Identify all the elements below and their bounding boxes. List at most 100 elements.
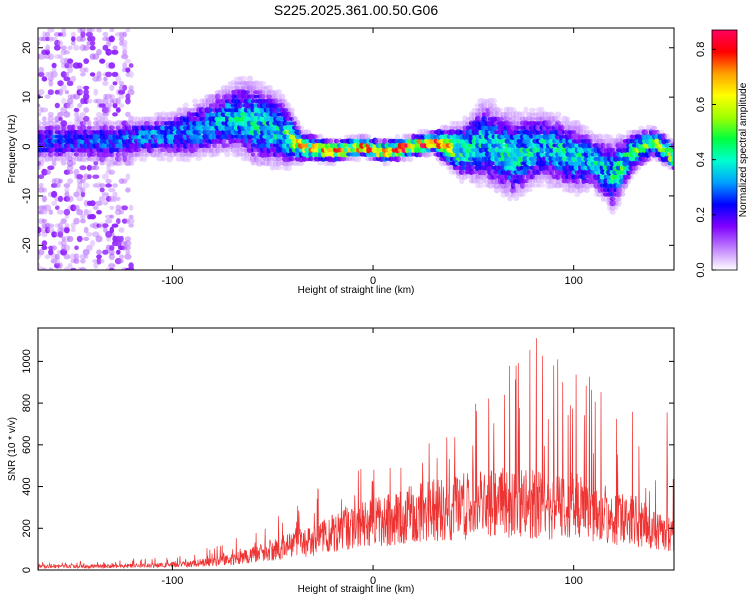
spectrogram-cell bbox=[645, 124, 651, 131]
spectrogram-cell bbox=[186, 142, 192, 149]
spectrogram-cell bbox=[108, 187, 116, 193]
spectrogram-cell bbox=[51, 200, 57, 206]
spectrogram-cell bbox=[99, 258, 105, 264]
spectrogram-cell bbox=[73, 204, 80, 211]
spectrogram-cell bbox=[462, 128, 468, 136]
spectrogram-cell bbox=[209, 107, 214, 113]
spectrogram-cell bbox=[47, 76, 54, 82]
spectrogram-cell bbox=[225, 147, 230, 153]
spectrogram-cell bbox=[114, 240, 122, 247]
spectrogram-cell bbox=[48, 209, 53, 215]
spectrogram-cell bbox=[92, 53, 100, 60]
spectrogram-cell bbox=[356, 155, 362, 163]
spectrogram-cell bbox=[186, 111, 192, 118]
spectrogram-cell bbox=[83, 85, 90, 90]
spectrogram-cell bbox=[73, 253, 80, 261]
spectrogram-cell bbox=[635, 164, 642, 171]
spectrogram-cell bbox=[51, 160, 57, 167]
spectrogram-cell bbox=[73, 258, 80, 264]
spectrogram-cell bbox=[60, 120, 68, 127]
spectrogram-cell bbox=[118, 227, 125, 233]
spectrogram-cell bbox=[63, 49, 71, 55]
spectrogram-cell bbox=[76, 62, 83, 69]
spectrogram-cell bbox=[106, 164, 111, 172]
spectrogram-cell bbox=[70, 75, 77, 83]
spectrogram-cell bbox=[51, 245, 57, 251]
spectrogram-cell bbox=[128, 204, 134, 211]
spectrogram-cell bbox=[41, 218, 48, 224]
spectrogram-cell bbox=[288, 111, 295, 118]
spectrogram-cell bbox=[95, 98, 103, 104]
spectrogram-cell bbox=[38, 174, 45, 179]
spectrogram-cell bbox=[47, 165, 55, 171]
spectrogram-cell bbox=[99, 161, 105, 166]
spectrogram-cell bbox=[125, 142, 131, 149]
colorbar-tick-label: 0.8 bbox=[695, 42, 707, 57]
spectrogram-cell bbox=[38, 71, 45, 77]
spectrogram-cell bbox=[41, 245, 48, 250]
spectrogram-cell bbox=[76, 235, 83, 243]
spectrogram-cell bbox=[125, 249, 131, 255]
spectrogram-cell bbox=[125, 173, 131, 181]
spectrogram-cell bbox=[648, 156, 655, 162]
spectrogram-cell bbox=[581, 124, 587, 132]
snr-yticks: 0 200 400 600 800 1000 bbox=[21, 349, 674, 573]
spectrogram-cell bbox=[388, 156, 394, 162]
spectrogram-cell bbox=[108, 62, 116, 69]
spectrogram-ytick-label: 10 bbox=[21, 91, 33, 103]
spectrogram-cell bbox=[102, 223, 109, 228]
spectrogram-cell bbox=[98, 195, 106, 202]
spectrogram-cell bbox=[144, 139, 150, 144]
spectrogram-cell bbox=[87, 174, 92, 180]
colorbar-tick-label: 0.0 bbox=[695, 262, 707, 277]
spectrogram-cell bbox=[169, 133, 176, 140]
spectrogram-cell bbox=[83, 67, 89, 73]
spectrogram-cell bbox=[116, 218, 121, 225]
spectrogram-cell bbox=[127, 160, 135, 166]
spectrogram-cell bbox=[102, 201, 109, 206]
spectrogram-cell bbox=[520, 111, 526, 118]
spectrogram-cell bbox=[548, 111, 555, 118]
spectrogram-cell bbox=[186, 155, 192, 163]
spectrogram-cell bbox=[55, 205, 60, 211]
spectrogram-cell bbox=[38, 41, 41, 46]
spectrogram-cell bbox=[50, 70, 58, 78]
spectrogram-cell bbox=[516, 159, 523, 167]
spectrogram-cell bbox=[286, 102, 291, 109]
spectrogram-cell bbox=[80, 258, 86, 264]
spectrogram-cell bbox=[131, 156, 138, 162]
spectrogram-cell bbox=[118, 254, 125, 259]
spectrogram-cell bbox=[47, 111, 54, 117]
spectrogram-cell bbox=[202, 151, 208, 158]
spectrogram-cell bbox=[385, 160, 391, 166]
spectrogram-cell bbox=[96, 28, 102, 33]
spectrogram-cell bbox=[109, 248, 115, 256]
spectrogram-cell bbox=[273, 115, 278, 123]
spectrogram-cell bbox=[105, 218, 113, 224]
spectrogram-cell bbox=[80, 191, 86, 198]
spectrogram-cell bbox=[86, 232, 93, 237]
spectrogram-cell bbox=[57, 80, 64, 87]
spectrogram-cell bbox=[70, 161, 77, 166]
spectrogram-cell bbox=[273, 106, 278, 114]
spectrogram-cell bbox=[670, 160, 674, 167]
spectrogram-cell bbox=[240, 138, 247, 145]
spectrogram-cell bbox=[116, 196, 121, 201]
spectrogram-cell bbox=[70, 31, 76, 37]
spectrogram-cell bbox=[95, 200, 103, 206]
spectrogram-cell bbox=[121, 45, 128, 51]
spectrogram-cell bbox=[53, 183, 61, 188]
spectrogram-cell bbox=[118, 103, 125, 108]
spectrogram-cell bbox=[41, 231, 48, 238]
spectrogram-cell bbox=[106, 106, 111, 114]
spectrogram-cell bbox=[70, 222, 76, 229]
spectrogram-cell bbox=[53, 44, 61, 51]
spectrogram-cell bbox=[60, 161, 67, 166]
spectrogram-cell bbox=[148, 138, 153, 144]
spectrogram-cell bbox=[41, 195, 47, 203]
colorbar-gradient bbox=[711, 29, 738, 271]
spectrogram-cell bbox=[76, 174, 84, 180]
figure-title: S225.2025.361.00.50.G06 bbox=[274, 2, 438, 18]
spectrogram-cell bbox=[472, 133, 477, 140]
spectrogram-cells bbox=[38, 28, 674, 270]
